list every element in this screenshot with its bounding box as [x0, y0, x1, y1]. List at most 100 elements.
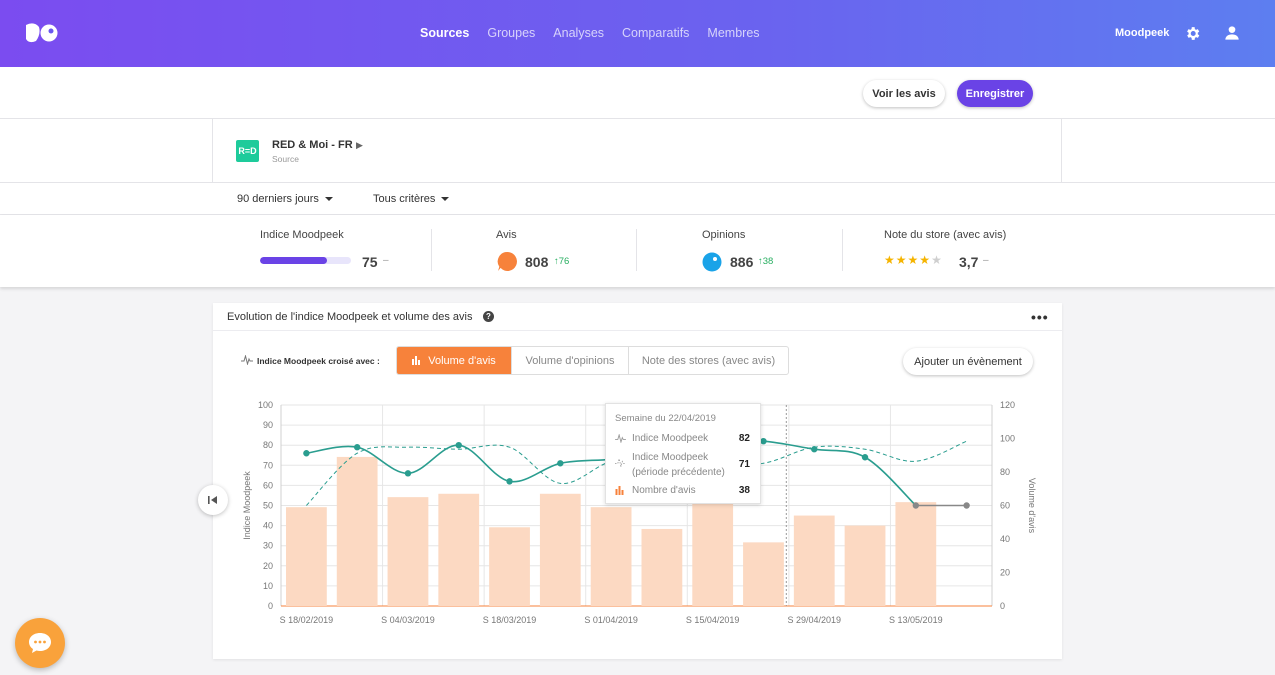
cross-label: Indice Moodpeek croisé avec :	[257, 356, 380, 366]
nav-analyses[interactable]: Analyses	[553, 26, 605, 40]
point-moodpeek	[404, 470, 412, 477]
bar-volume-avis	[844, 525, 886, 606]
x-tick: S 29/04/2019	[787, 615, 841, 625]
y-tick-left: 100	[258, 400, 273, 410]
kpi-avis-value: 808	[525, 254, 549, 270]
main-nav: Sources Groupes Analyses Comparatifs Mem…	[420, 26, 760, 40]
divider	[636, 229, 637, 271]
divider	[431, 229, 432, 271]
account-name[interactable]: Moodpeek	[1115, 27, 1170, 39]
divider	[842, 229, 843, 271]
bar-volume-avis	[539, 493, 581, 606]
opinion-bubble-icon	[702, 252, 722, 272]
divider	[213, 330, 1062, 331]
bar-volume-avis	[387, 497, 429, 606]
source-logo: R=D	[236, 140, 259, 162]
bar-volume-avis	[438, 493, 480, 606]
y-tick-right: 120	[1000, 400, 1015, 410]
star-icon: ★	[895, 253, 908, 267]
view-reviews-button[interactable]: Voir les avis	[863, 80, 945, 107]
tooltip-row-label-line: Indice Moodpeek	[632, 452, 709, 463]
y-tick-right: 60	[1000, 501, 1010, 511]
bar-volume-avis	[336, 456, 378, 606]
review-bubble-icon	[497, 252, 517, 271]
bar-volume-avis	[286, 507, 327, 606]
period-label: 90 derniers jours	[237, 193, 319, 205]
source-name[interactable]: RED & Moi - FR	[272, 139, 353, 151]
x-tick: S 01/04/2019	[584, 615, 638, 625]
action-bar: Voir les avis Enregistrer	[0, 67, 1275, 119]
moodpeek-progress-bar	[260, 257, 351, 264]
point-moodpeek	[506, 478, 513, 485]
tooltip-row-value: 82	[738, 433, 750, 444]
y-tick-left: 70	[263, 460, 273, 470]
kpi-opinions-delta: ↑38	[758, 256, 774, 267]
y-tick-right: 80	[1000, 467, 1010, 477]
segment-note-stores[interactable]: Note des stores (avec avis)	[628, 347, 788, 374]
star-icon: ★	[884, 253, 896, 267]
star-icon: ★	[907, 253, 920, 267]
tooltip-row-label: Indice Moodpeek	[632, 433, 709, 444]
bar-volume-avis	[692, 502, 734, 606]
y-tick-left: 10	[263, 581, 273, 591]
save-button[interactable]: Enregistrer	[957, 80, 1033, 107]
y-tick-left: 0	[268, 601, 273, 611]
help-icon[interactable]: ?	[483, 311, 494, 322]
point-moodpeek	[912, 502, 920, 509]
more-options-icon[interactable]: •••	[1031, 309, 1049, 325]
y-tick-right: 0	[1000, 601, 1005, 611]
kpi-moodpeek-title: Indice Moodpeek	[260, 229, 344, 241]
kpi-store-value: 3,7	[959, 254, 979, 270]
star-icon: ★	[919, 253, 932, 267]
pulse-dashed-icon	[615, 458, 626, 467]
segment-volume-avis[interactable]: Volume d'avis	[397, 347, 511, 374]
x-tick: S 18/03/2019	[483, 615, 537, 625]
point-moodpeek	[861, 454, 869, 461]
tooltip-row-value: 38	[738, 485, 750, 496]
pulse-icon	[615, 434, 626, 443]
bar-volume-avis	[743, 542, 784, 606]
kpi-avis-title: Avis	[496, 229, 517, 241]
add-event-button[interactable]: Ajouter un évènement	[903, 348, 1033, 375]
divider	[1061, 119, 1062, 183]
play-icon[interactable]: ▶	[356, 140, 363, 150]
collapse-panel-button[interactable]	[198, 485, 228, 515]
point-moodpeek	[455, 442, 462, 449]
tooltip-row-label-line: (période précédente)	[632, 467, 725, 478]
criteria-dropdown[interactable]: Tous critères	[373, 193, 450, 205]
bar-volume-avis	[793, 515, 835, 606]
nav-membres[interactable]: Membres	[707, 26, 760, 40]
nav-sources[interactable]: Sources	[420, 26, 470, 40]
kpi-moodpeek-value: 75	[362, 254, 378, 270]
period-dropdown[interactable]: 90 derniers jours	[237, 193, 333, 205]
kpi-moodpeek-delta: –	[383, 255, 389, 266]
metric-segmented-control: Volume d'avis Volume d'opinions Note des…	[396, 346, 789, 375]
y-tick-left: 20	[263, 561, 273, 571]
point-moodpeek	[811, 446, 818, 453]
user-icon[interactable]	[1224, 25, 1240, 41]
y-tick-left: 30	[263, 541, 273, 551]
point-moodpeek	[963, 502, 970, 509]
nav-groupes[interactable]: Groupes	[487, 26, 536, 40]
y-tick-left: 60	[263, 480, 273, 490]
kpi-avis-delta: ↑76	[554, 256, 570, 267]
point-moodpeek	[353, 444, 361, 451]
skip-back-icon	[208, 496, 217, 504]
logo-icon[interactable]	[24, 22, 58, 44]
chat-button[interactable]	[15, 618, 65, 668]
caret-down-icon	[441, 197, 450, 202]
tooltip-row-label: Indice Moodpeek (période précédente)	[632, 450, 725, 480]
segment-volume-opinions[interactable]: Volume d'opinions	[511, 347, 628, 374]
top-navigation: Sources Groupes Analyses Comparatifs Mem…	[0, 0, 1275, 67]
point-moodpeek	[760, 437, 767, 445]
gear-icon[interactable]	[1184, 25, 1201, 42]
bar-volume-avis	[895, 502, 937, 606]
moodpeek-volume-chart: 0 10 20 30 40 50 60 70 80 90 100 0 20 40 60 80 100 120 S 1…	[242, 400, 1037, 625]
x-tick: S 13/05/2019	[889, 615, 943, 625]
evolution-card: Evolution de l'indice Moodpeek et volume…	[213, 303, 1062, 659]
nav-comparatifs[interactable]: Comparatifs	[622, 26, 690, 40]
card-title: Evolution de l'indice Moodpeek et volume…	[227, 311, 473, 323]
y-tick-left: 50	[263, 501, 273, 511]
source-type: Source	[272, 154, 299, 164]
tooltip-row-value: 71	[738, 459, 750, 470]
